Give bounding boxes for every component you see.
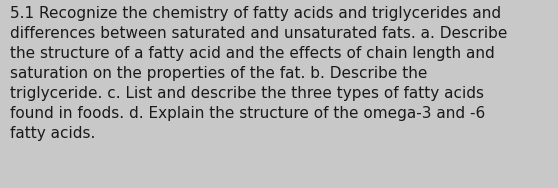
Text: 5.1 Recognize the chemistry of fatty acids and triglycerides and
differences bet: 5.1 Recognize the chemistry of fatty aci… — [10, 6, 507, 141]
